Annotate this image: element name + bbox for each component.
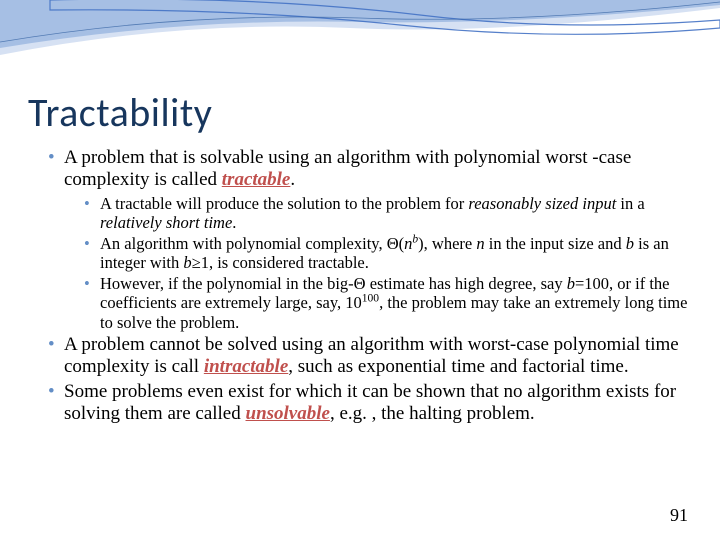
sub-bullet-item: A tractable will produce the solution to… xyxy=(84,194,692,232)
sub-bullet-list: A tractable will produce the solution to… xyxy=(64,194,692,332)
sub-bullet-item: An algorithm with polynomial complexity,… xyxy=(84,234,692,272)
bullet-item: A problem that is solvable using an algo… xyxy=(48,147,692,332)
slide-content: Tractability A problem that is solvable … xyxy=(28,88,692,427)
bullet-item: A problem cannot be solved using an algo… xyxy=(48,334,692,379)
page-number: 91 xyxy=(670,505,688,526)
sub-bullet-item: However, if the polynomial in the big-Θ … xyxy=(84,274,692,331)
slide-title: Tractability xyxy=(28,88,692,137)
decorative-wave xyxy=(0,0,720,100)
bullet-list: A problem that is solvable using an algo… xyxy=(28,147,692,425)
bullet-item: Some problems even exist for which it ca… xyxy=(48,381,692,426)
